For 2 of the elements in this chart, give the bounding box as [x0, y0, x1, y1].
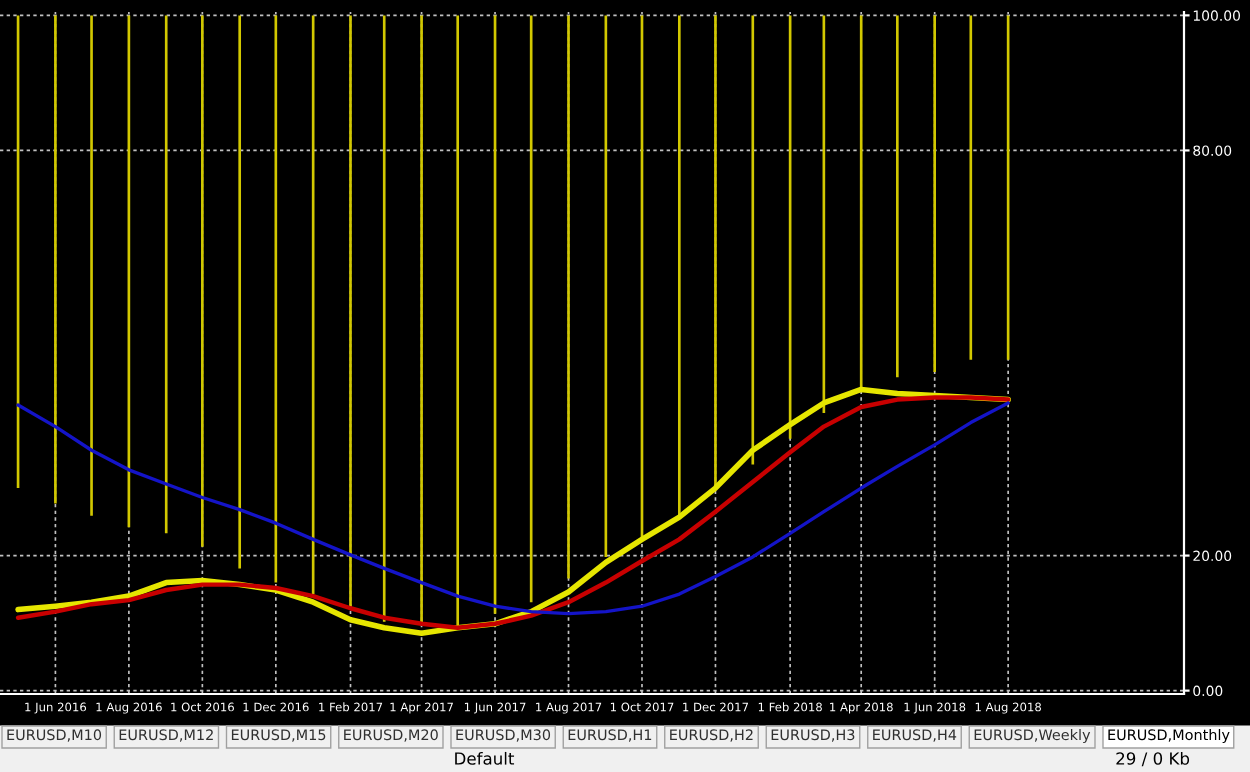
text: 29 / 0 Kb	[1116, 751, 1190, 767]
text: Default	[455, 751, 515, 765]
